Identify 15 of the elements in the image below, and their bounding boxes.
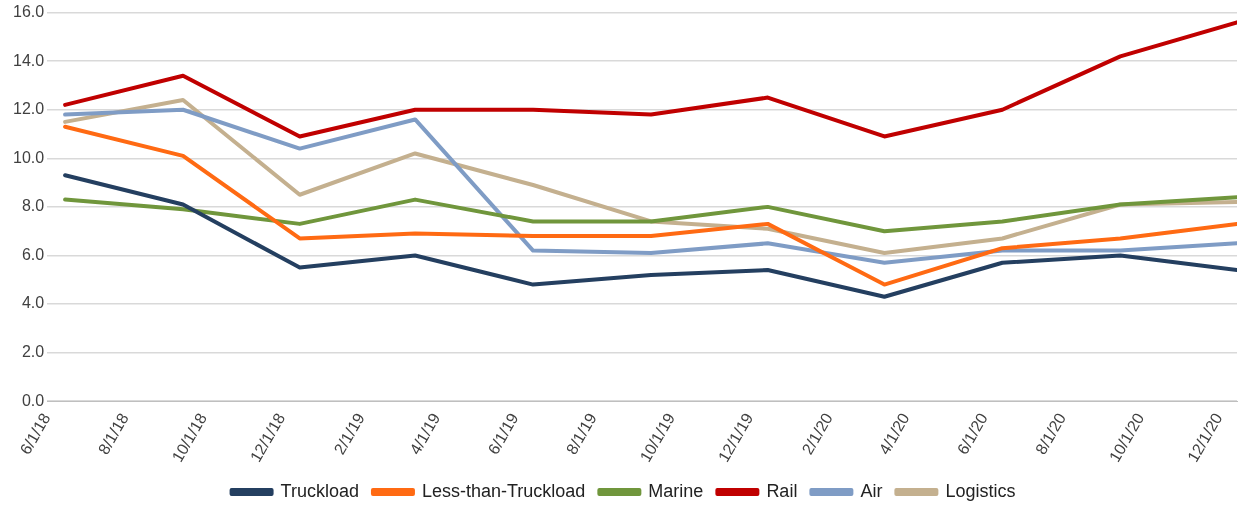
legend-label: Marine [648,480,704,501]
y-tick-label: 6.0 [21,245,45,263]
legend-label: Air [860,480,883,501]
y-tick-label: 8.0 [21,197,45,215]
y-tick-label: 4.0 [21,294,45,312]
y-tick-label: 2.0 [21,343,45,360]
y-tick-label: 0.0 [21,391,45,409]
legend-label: Rail [766,480,798,501]
y-tick-label: 10.0 [13,148,45,166]
legend-label: Truckload [280,480,359,501]
legend-label: Less-than-Truckload [421,480,586,501]
y-tick-label: 14.0 [13,51,45,69]
y-tick-label: 16.0 [13,3,45,21]
legend-label: Logistics [945,480,1016,501]
y-tick-label: 12.0 [13,100,45,118]
